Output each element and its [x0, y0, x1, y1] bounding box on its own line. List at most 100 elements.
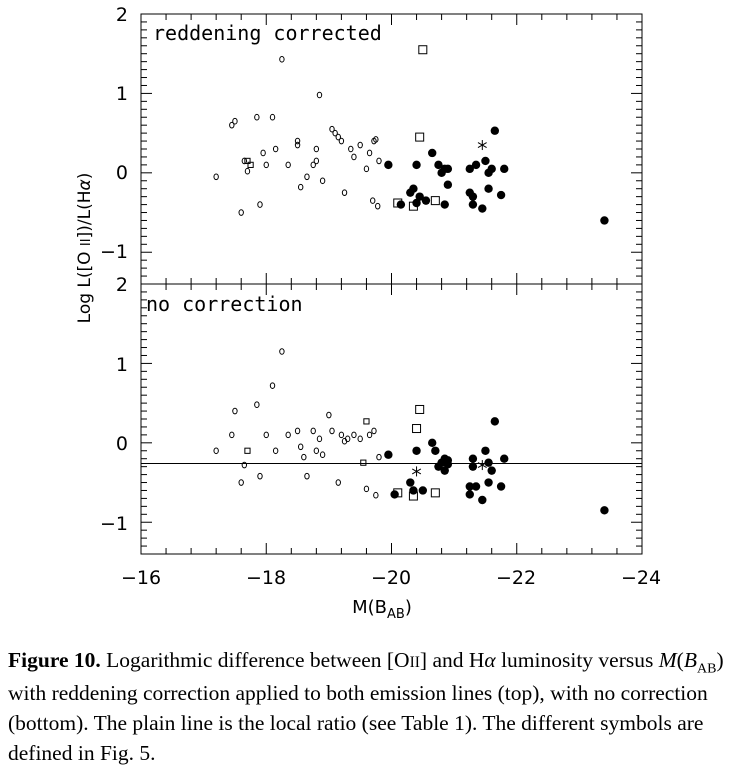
open-circle-marker — [304, 472, 310, 480]
star-stroke — [477, 462, 487, 468]
open-square-marker — [412, 424, 422, 434]
y-tick-label-top: 1 — [116, 83, 128, 105]
open-circle-marker — [376, 157, 382, 165]
y-tick-label-bottom: 2 — [116, 274, 128, 296]
open-circle-marker — [301, 453, 307, 461]
caption-label: Figure 10. — [8, 648, 101, 672]
filled-circle-marker — [384, 450, 393, 459]
open-circle-marker — [232, 117, 238, 125]
filled-circle-marker — [500, 454, 509, 463]
open-circle-marker — [313, 447, 320, 455]
open-circle-marker — [366, 149, 373, 157]
x-tick-label: −20 — [371, 567, 411, 589]
open-circle-marker — [294, 427, 301, 435]
open-circle-marker — [263, 161, 269, 169]
filled-circle-marker — [468, 192, 478, 201]
filled-circle-marker — [465, 164, 474, 174]
open-circle-marker — [285, 431, 291, 439]
open-circle-marker — [326, 411, 332, 419]
filled-circle-marker — [409, 486, 418, 495]
open-square-marker — [408, 201, 418, 211]
open-circle-marker — [238, 209, 244, 216]
open-circle-marker — [351, 431, 357, 439]
filled-circle-marker — [468, 200, 478, 209]
open-circle-marker — [357, 141, 363, 149]
small-open-square-marker — [244, 157, 251, 165]
filled-circle-marker — [434, 160, 443, 170]
filled-circle-marker — [396, 200, 406, 209]
x-tick-label: −22 — [496, 567, 536, 589]
open-circle-marker — [304, 173, 310, 181]
caption-text: ( — [676, 648, 684, 672]
filled-circle-marker — [440, 200, 449, 209]
open-square-marker — [430, 196, 440, 206]
y-tick-label-top: 2 — [116, 4, 128, 26]
caption-text: luminosity versus — [495, 648, 659, 672]
filled-circle-marker — [487, 466, 496, 475]
filled-circle-marker — [465, 482, 474, 491]
open-circle-marker — [241, 461, 248, 469]
x-tick-label: −18 — [246, 567, 286, 589]
open-square-marker — [415, 404, 425, 414]
x-axis-label: M(BAB) — [352, 597, 412, 622]
star-marker — [411, 466, 422, 477]
filled-circle-marker — [481, 446, 490, 455]
filled-circle-marker — [600, 506, 609, 515]
filled-circle-marker — [428, 148, 437, 158]
y-tick-label-bottom: −1 — [100, 513, 128, 535]
small-open-square-marker — [363, 418, 370, 425]
open-circle-marker — [357, 435, 363, 443]
filled-circle-marker — [418, 486, 428, 495]
open-circle-marker — [338, 431, 345, 439]
caption-text: Logarithmic difference between [O — [100, 648, 410, 672]
x-tick-label: −24 — [621, 567, 661, 589]
open-circle-marker — [335, 479, 341, 486]
open-circle-marker — [257, 472, 263, 480]
filled-circle-marker — [484, 184, 493, 193]
caption-subscript: AB — [696, 661, 717, 677]
figure: reddening corrected no correction 2 1 0 … — [75, 4, 661, 622]
open-circle-marker — [316, 91, 323, 99]
data-markers — [213, 45, 609, 515]
open-square-marker — [393, 488, 403, 498]
caption-alpha: α — [484, 648, 496, 672]
open-circle-marker — [297, 183, 304, 191]
filled-circle-marker — [484, 458, 493, 467]
open-circle-marker — [329, 125, 335, 133]
open-circle-marker — [371, 427, 377, 435]
open-circle-marker — [310, 427, 316, 435]
filled-circle-marker — [415, 192, 424, 201]
filled-circle-marker — [409, 184, 418, 193]
small-open-square-marker — [247, 161, 254, 168]
filled-circle-marker — [465, 490, 474, 499]
open-square-marker — [430, 488, 440, 498]
open-circle-marker — [351, 153, 357, 161]
caption-magnitude-symbol: M — [658, 648, 677, 672]
axis-ticks — [140, 13, 643, 555]
filled-circle-marker — [440, 466, 449, 475]
filled-circle-marker — [471, 160, 481, 170]
star-stroke — [477, 142, 487, 148]
open-circle-marker — [254, 401, 260, 409]
filled-circle-marker — [428, 438, 437, 448]
open-circle-marker — [279, 55, 285, 63]
open-circle-marker — [229, 431, 235, 439]
open-circle-marker — [313, 145, 320, 153]
star-stroke — [411, 468, 422, 475]
filled-circle-marker — [406, 478, 415, 487]
open-circle-marker — [263, 431, 269, 439]
open-circle-marker — [297, 443, 304, 451]
open-circle-marker — [370, 197, 376, 204]
top-panel-frame — [140, 13, 643, 285]
filled-circle-marker — [478, 204, 487, 213]
open-circle-marker — [244, 167, 251, 175]
y-tick-label-top: −1 — [100, 241, 128, 263]
open-circle-marker — [285, 161, 291, 169]
filled-circle-marker — [443, 180, 453, 189]
y-axis-label: Log L([O II])/L(Hα) — [75, 173, 95, 324]
open-square-marker — [415, 132, 425, 142]
open-circle-marker — [238, 479, 244, 486]
open-circle-marker — [272, 447, 279, 455]
open-circle-marker — [363, 485, 370, 493]
star-marker — [477, 140, 487, 151]
